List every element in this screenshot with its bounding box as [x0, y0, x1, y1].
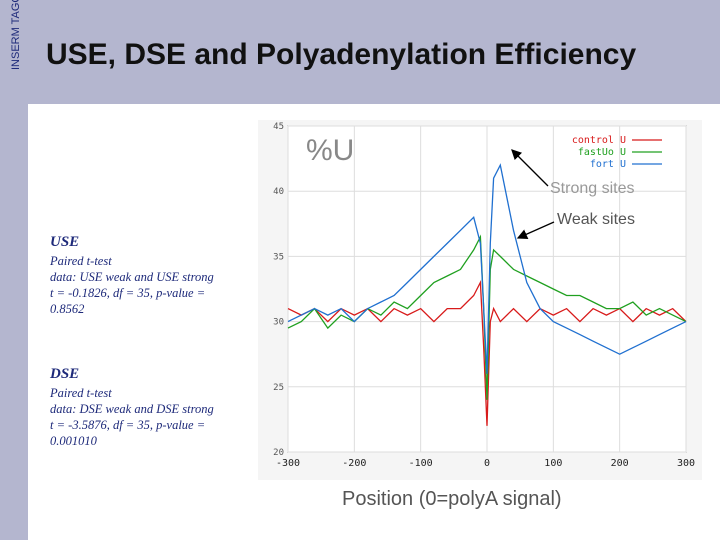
y-tick-label: 20	[273, 448, 284, 458]
y-tick-label: 30	[273, 318, 284, 328]
y-tick-label: 40	[273, 187, 284, 197]
series-line	[287, 163, 687, 374]
use-line-3: t = -0.1826, df = 35, p-value =	[50, 286, 206, 300]
series-line	[287, 280, 687, 426]
dse-line-4: 0.001010	[50, 434, 97, 448]
y-tick-label: 25	[273, 383, 284, 393]
dse-line-2: data: DSE weak and DSE strong	[50, 402, 214, 416]
x-tick-label: -200	[342, 458, 366, 469]
x-tick-label: 0	[484, 458, 490, 469]
dse-line-1: Paired t-test	[50, 386, 112, 400]
use-line-4: 0.8562	[50, 302, 85, 316]
x-tick-label: -300	[276, 458, 300, 469]
dse-stats-block: DSE Paired t-test data: DSE weak and DSE…	[50, 366, 214, 449]
y-tick-label: 45	[273, 122, 284, 132]
header-band	[28, 0, 720, 104]
x-tick-label: -100	[409, 458, 433, 469]
use-heading: USE	[50, 234, 80, 250]
dse-line-3: t = -3.5876, df = 35, p-value =	[50, 418, 206, 432]
legend-label: fastUo U	[578, 147, 626, 158]
x-tick-label: 200	[611, 458, 629, 469]
chart-panel: -300 -200 -100 0 100 200 300 20 25 30 35 40 45 contro…	[258, 120, 702, 480]
x-tick-label: 300	[677, 458, 695, 469]
dse-heading: DSE	[50, 366, 80, 382]
slide-title: USE, DSE and Polyadenylation Efficiency	[46, 38, 637, 71]
sidebar-band: INSERM TAGC	[0, 0, 28, 540]
use-line-1: Paired t-test	[50, 254, 112, 268]
line-chart: -300 -200 -100 0 100 200 300 20 25 30 35 40 45 contro…	[273, 122, 695, 469]
weak-sites-annotation: Weak sites	[557, 211, 635, 228]
use-stats-block: USE Paired t-test data: USE weak and USE…	[50, 234, 214, 317]
chart-title: %U	[306, 134, 355, 167]
y-tick-label: 35	[273, 252, 284, 262]
use-line-2: data: USE weak and USE strong	[50, 270, 214, 284]
strong-sites-annotation: Strong sites	[550, 180, 635, 197]
legend-label: control U	[572, 135, 626, 146]
legend-label: fort U	[590, 159, 626, 170]
strong-arrow	[511, 149, 549, 187]
x-axis-label: Position (0=polyA signal)	[342, 488, 562, 510]
x-tick-label: 100	[544, 458, 562, 469]
weak-arrow	[516, 221, 555, 240]
